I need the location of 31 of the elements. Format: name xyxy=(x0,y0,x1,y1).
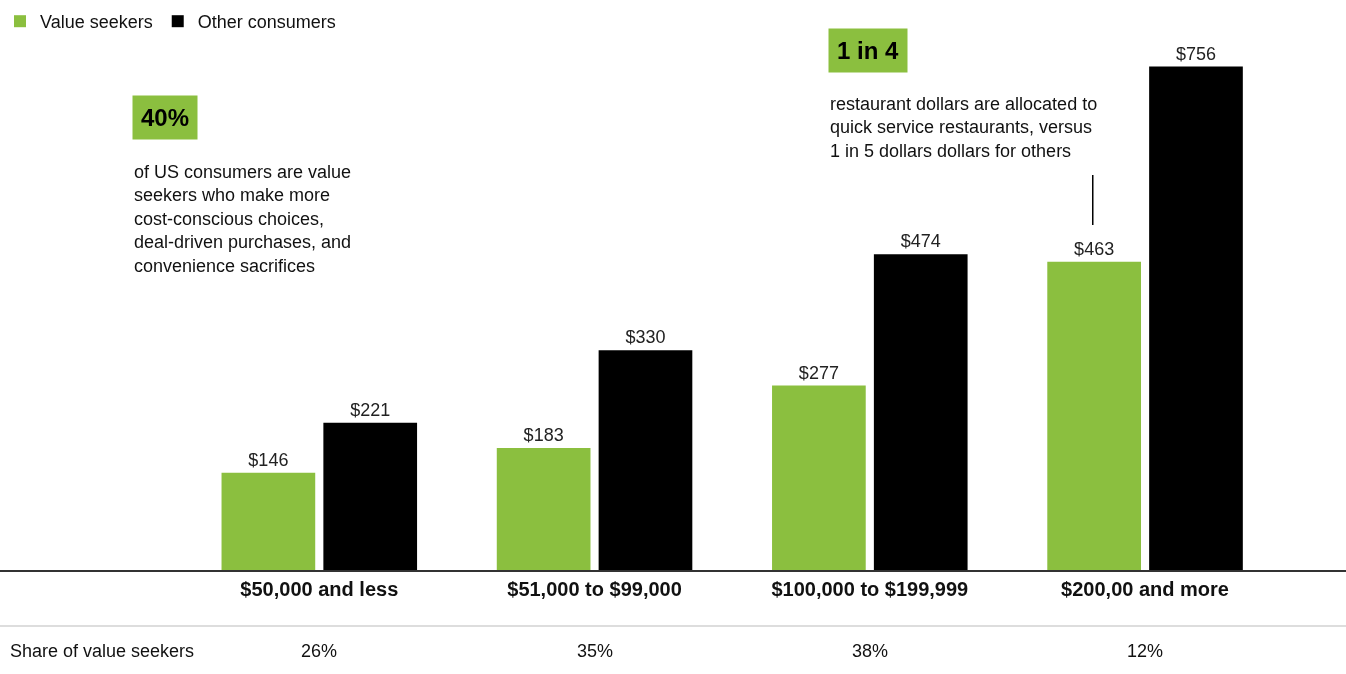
annotation: of US consumers are value seekers who make more cost-conscious choices, deal-driven purchases, and convenience sacrifices xyxy=(134,162,352,276)
legend-label: Other consumers xyxy=(197,12,336,33)
bar xyxy=(598,350,693,570)
legend-label: Value seekers xyxy=(40,12,153,33)
text: Share of value seekers xyxy=(10,641,195,661)
text: 35% xyxy=(577,641,614,661)
x-tick-label: $100,000 to $199,999 xyxy=(771,577,969,600)
data-label: $221 xyxy=(350,399,391,420)
annotation: 40% xyxy=(141,104,190,131)
data-label: $277 xyxy=(798,362,839,383)
bar xyxy=(496,448,591,570)
data-label: $463 xyxy=(1074,238,1115,259)
text: 26% xyxy=(301,641,338,661)
bar xyxy=(221,472,316,570)
data-label: $146 xyxy=(248,449,289,470)
data-label: $183 xyxy=(523,425,564,446)
data-label: $474 xyxy=(900,231,941,252)
x-tick-label: $51,000 to $99,000 xyxy=(507,577,682,600)
text: 12% xyxy=(1127,641,1164,661)
bar xyxy=(323,422,418,570)
text: 38% xyxy=(852,641,889,661)
bar xyxy=(1047,261,1141,570)
x-tick-label: $200,00 and more xyxy=(1061,577,1229,600)
bar xyxy=(873,254,968,570)
data-label: $756 xyxy=(1175,43,1217,64)
data-label: $330 xyxy=(625,327,666,348)
text: 1 in 4 xyxy=(837,37,900,64)
bar xyxy=(1149,66,1243,570)
bar xyxy=(772,385,866,570)
x-tick-label: $50,000 and less xyxy=(240,577,399,600)
annotation: restaurant dollars are allocated to quick service restaurants, versus 1 in 5 dollars dollars for others xyxy=(830,94,1098,161)
